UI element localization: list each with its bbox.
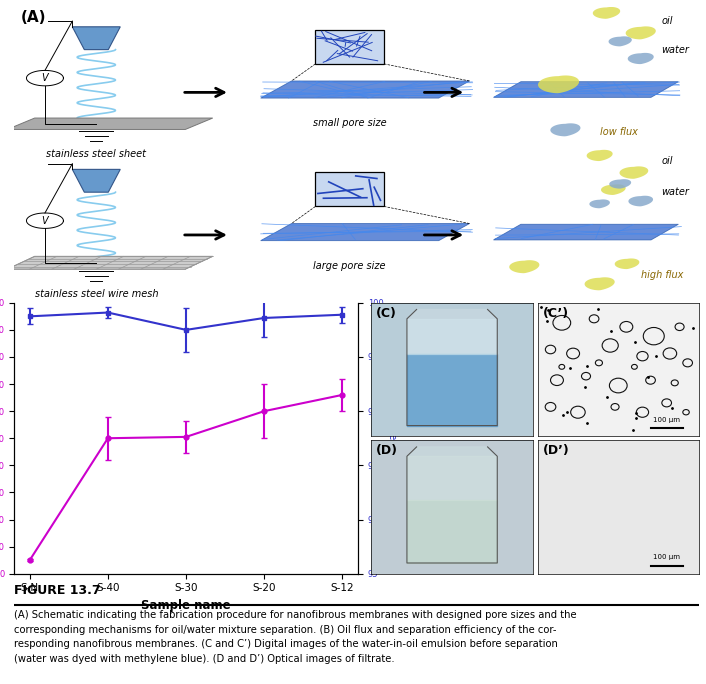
Text: large pore size: large pore size [313, 261, 386, 271]
Text: stainless steel wire mesh: stainless steel wire mesh [35, 289, 158, 299]
Polygon shape [587, 150, 613, 161]
Polygon shape [609, 179, 631, 189]
Text: stainless steel sheet: stainless steel sheet [47, 149, 146, 159]
Polygon shape [590, 200, 610, 209]
Polygon shape [601, 184, 626, 195]
Polygon shape [261, 224, 469, 241]
Polygon shape [493, 81, 678, 97]
Text: FIGURE 13.7: FIGURE 13.7 [14, 585, 101, 598]
Text: (C): (C) [376, 307, 397, 320]
Text: 100 μm: 100 μm [653, 417, 680, 423]
Polygon shape [609, 36, 632, 47]
Polygon shape [628, 196, 653, 207]
Polygon shape [593, 7, 620, 18]
Text: (C’): (C’) [542, 307, 568, 320]
Text: (A): (A) [21, 10, 47, 25]
Text: oil: oil [662, 156, 673, 166]
Text: water: water [662, 187, 689, 197]
Text: water: water [662, 44, 689, 55]
Polygon shape [509, 260, 539, 273]
Polygon shape [407, 447, 497, 563]
FancyBboxPatch shape [316, 29, 384, 64]
Polygon shape [538, 75, 579, 93]
Text: V: V [42, 73, 48, 83]
Polygon shape [626, 27, 656, 40]
Polygon shape [7, 118, 213, 129]
Polygon shape [493, 224, 678, 240]
Polygon shape [585, 277, 615, 290]
Text: V: V [42, 215, 48, 226]
Polygon shape [615, 259, 640, 269]
Y-axis label: Separation efficiency (%): Separation efficiency (%) [388, 377, 397, 500]
Polygon shape [628, 53, 654, 64]
Text: (D’): (D’) [542, 444, 569, 457]
Text: 100 μm: 100 μm [653, 554, 680, 560]
Polygon shape [551, 123, 580, 136]
Text: oil: oil [662, 16, 673, 26]
Polygon shape [72, 170, 120, 192]
Polygon shape [7, 256, 213, 269]
Text: low flux: low flux [599, 127, 638, 137]
Polygon shape [619, 166, 648, 179]
Polygon shape [261, 81, 469, 98]
Text: small pore size: small pore size [313, 118, 386, 128]
Polygon shape [72, 27, 120, 50]
Text: high flux: high flux [641, 270, 683, 280]
Polygon shape [407, 309, 497, 425]
X-axis label: Sample name: Sample name [141, 599, 231, 612]
Text: (D): (D) [376, 444, 398, 457]
FancyBboxPatch shape [316, 172, 384, 207]
Text: (A) Schematic indicating the fabrication procedure for nanofibrous membranes wit: (A) Schematic indicating the fabrication… [14, 610, 577, 663]
